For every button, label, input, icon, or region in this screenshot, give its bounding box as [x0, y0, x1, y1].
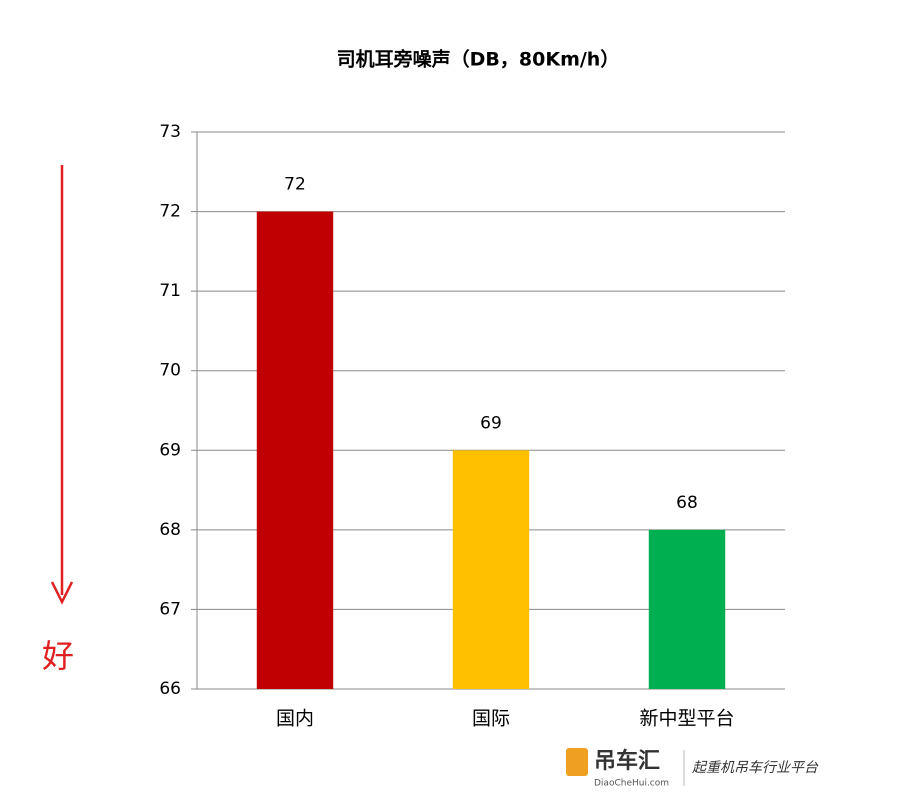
- y-tick-label: 69: [159, 440, 181, 460]
- slogan: 起重机吊车行业平台: [692, 760, 819, 776]
- y-tick-label: 72: [159, 202, 181, 222]
- arrow-head: [50, 581, 74, 605]
- annotation: 好: [42, 637, 74, 675]
- data-label: 69: [480, 413, 502, 433]
- y-tick-label: 66: [159, 679, 181, 699]
- chart-title: 司机耳旁噪声（DB，80Km/h）: [337, 48, 620, 71]
- y-tick-label: 73: [159, 122, 181, 142]
- x-tick-label: 国际: [472, 708, 510, 730]
- y-tick-label: 67: [159, 599, 181, 619]
- x-tick-label: 国内: [276, 708, 314, 730]
- logo-icon: [566, 748, 588, 776]
- site: DiaoCheHui.com: [594, 779, 669, 789]
- watermark: 吊车汇 DiaoCheHui.com 起重机吊车行业平台: [566, 748, 819, 789]
- bar: [452, 450, 530, 689]
- x-tick-label: 新中型平台: [639, 708, 734, 730]
- bar: [648, 529, 726, 689]
- brand: 吊车汇: [594, 748, 660, 774]
- y-tick-label: 70: [159, 361, 181, 381]
- y-tick-label: 71: [159, 281, 181, 301]
- data-label: 68: [676, 493, 698, 513]
- y-tick-label: 68: [159, 520, 181, 540]
- data-label: 72: [284, 175, 306, 195]
- bar: [256, 211, 334, 690]
